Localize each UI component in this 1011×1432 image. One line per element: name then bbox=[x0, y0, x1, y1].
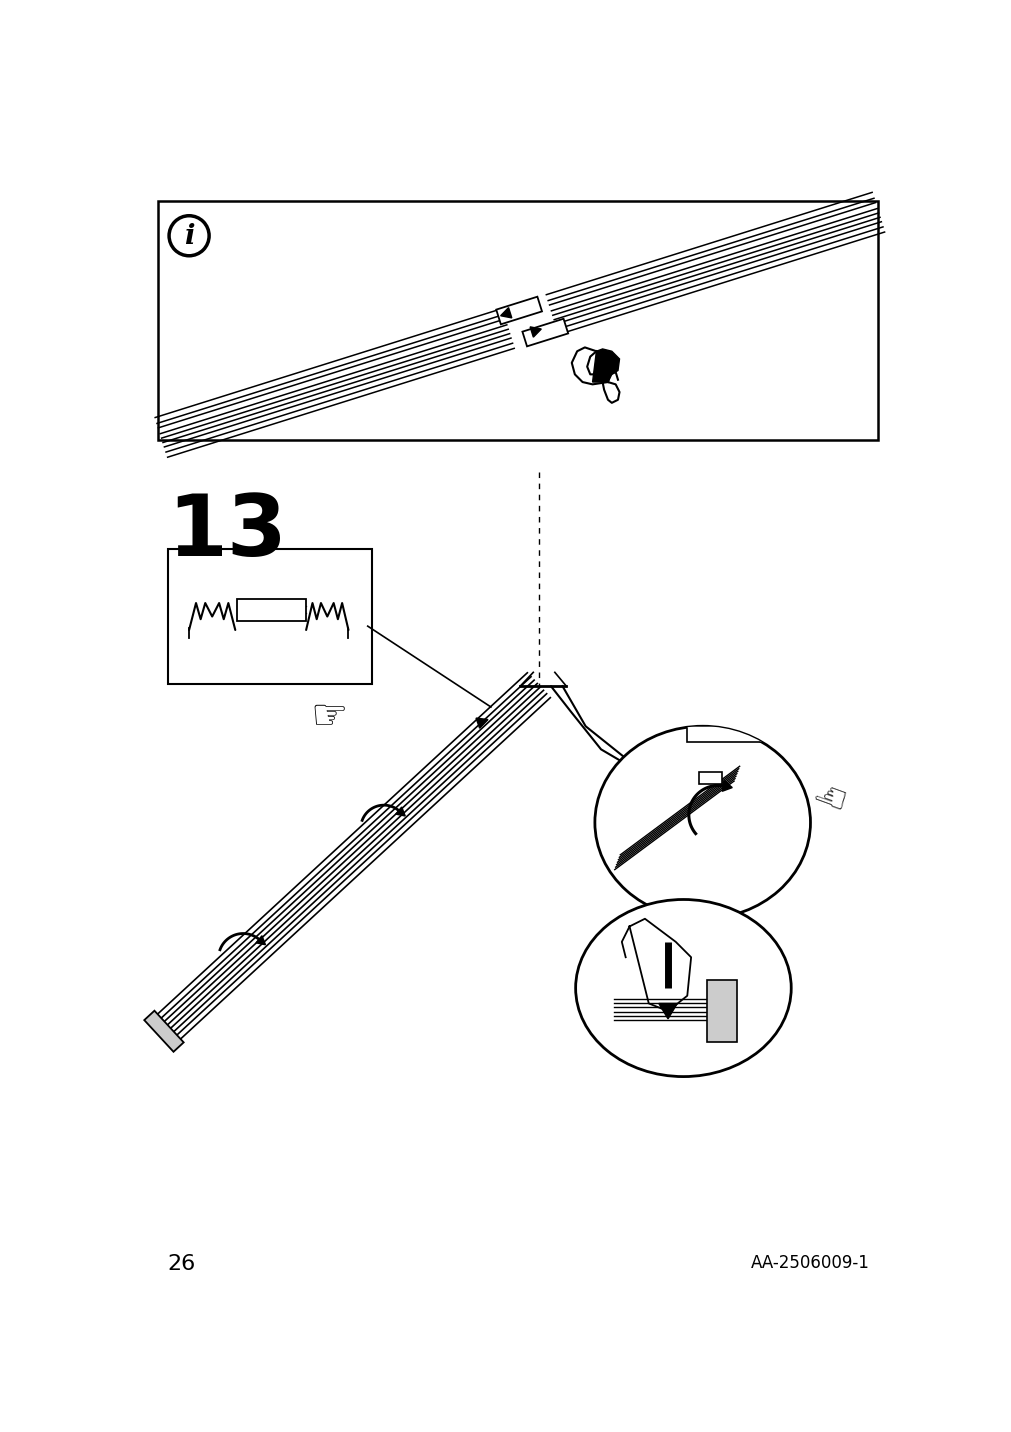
Circle shape bbox=[169, 216, 209, 256]
Bar bbox=[168, 548, 371, 684]
Text: ☞: ☞ bbox=[309, 696, 347, 737]
Text: 13: 13 bbox=[168, 491, 287, 574]
Bar bbox=[237, 599, 305, 620]
Bar bbox=[158, 200, 878, 440]
Text: ☞: ☞ bbox=[802, 768, 847, 815]
Text: AA-2506009-1: AA-2506009-1 bbox=[750, 1253, 868, 1272]
Ellipse shape bbox=[575, 899, 791, 1077]
Polygon shape bbox=[395, 808, 404, 816]
Bar bbox=[706, 981, 737, 1042]
Polygon shape bbox=[256, 935, 265, 945]
Text: 26: 26 bbox=[168, 1253, 195, 1273]
Polygon shape bbox=[145, 1011, 184, 1051]
Polygon shape bbox=[530, 326, 541, 337]
Polygon shape bbox=[522, 319, 567, 347]
Ellipse shape bbox=[594, 726, 810, 919]
Polygon shape bbox=[500, 308, 512, 318]
Polygon shape bbox=[658, 1004, 676, 1018]
Polygon shape bbox=[475, 717, 487, 729]
Polygon shape bbox=[495, 296, 542, 324]
Polygon shape bbox=[722, 780, 732, 792]
Text: i: i bbox=[184, 223, 194, 251]
Polygon shape bbox=[592, 349, 619, 382]
Bar bbox=[686, 726, 763, 742]
Polygon shape bbox=[699, 772, 721, 783]
